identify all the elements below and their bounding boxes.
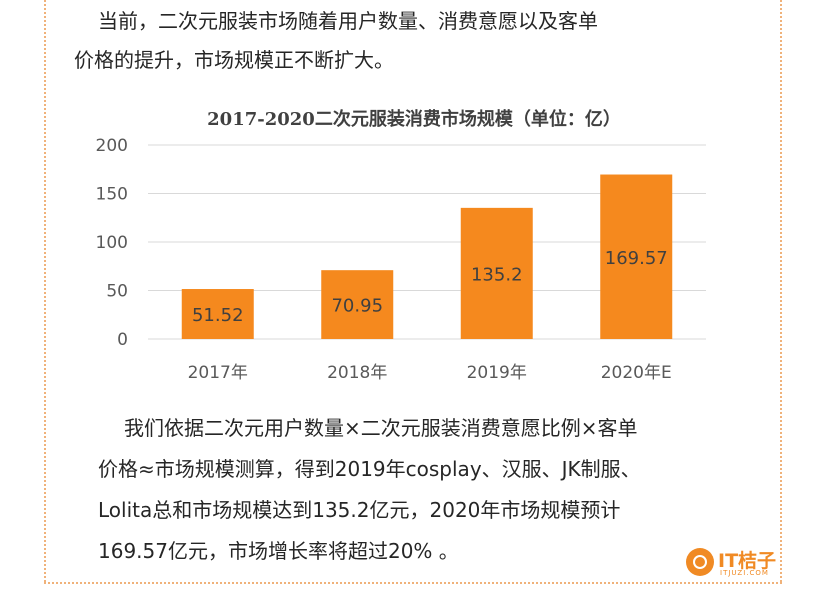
bar: [600, 174, 673, 339]
y-tick-label: 200: [96, 136, 128, 156]
chart-title: 2017-2020二次元服装消费市场规模（单位：亿）: [207, 109, 621, 130]
body-line-2: 价格≈市场规模测算，得到2019年cosplay、汉服、JK制服、: [98, 457, 641, 481]
intro-line-1: 当前，二次元服装市场随着用户数量、消费意愿以及客单: [98, 9, 598, 33]
logo-text: IT桔子: [718, 550, 777, 572]
y-tick-label: 100: [96, 233, 128, 253]
body-line-4: 169.57亿元，市场增长率将超过20% 。: [98, 539, 459, 563]
data-label: 135.2: [471, 264, 523, 285]
dotted-frame-left: [44, 0, 46, 582]
logo-subtext: ITJUZI.COM: [720, 569, 769, 577]
x-tick-label: 2018年: [327, 363, 387, 383]
dotted-frame-right: [780, 0, 782, 582]
x-tick-label: 2019年: [467, 363, 527, 383]
x-tick-label: 2020年E: [601, 363, 672, 383]
data-label: 169.57: [605, 248, 668, 269]
itjuzi-logo: IT桔子 ITJUZI.COM: [686, 546, 786, 580]
data-label: 70.95: [331, 296, 383, 317]
data-label: 51.52: [192, 305, 244, 326]
orange-slice-icon: [686, 548, 714, 576]
bar: [460, 207, 533, 339]
dotted-frame-bottom: [44, 582, 782, 584]
body-line-3: Lolita总和市场规模达到135.2亿元，2020年市场规模预计: [98, 498, 621, 522]
intro-line-2: 价格的提升，市场规模正不断扩大。: [74, 48, 394, 72]
body-line-1: 我们依据二次元用户数量×二次元服装消费意愿比例×客单: [124, 416, 638, 440]
y-tick-label: 150: [96, 185, 128, 205]
bar: [181, 289, 254, 339]
x-tick-label: 2017年: [188, 363, 248, 383]
bar-chart: 0 50 100 150 200 51.52 2017年 70.95 2018年 135.2 201…: [96, 136, 706, 383]
y-tick-label: 50: [106, 282, 128, 302]
y-tick-label: 0: [117, 330, 128, 350]
bar: [321, 270, 394, 339]
